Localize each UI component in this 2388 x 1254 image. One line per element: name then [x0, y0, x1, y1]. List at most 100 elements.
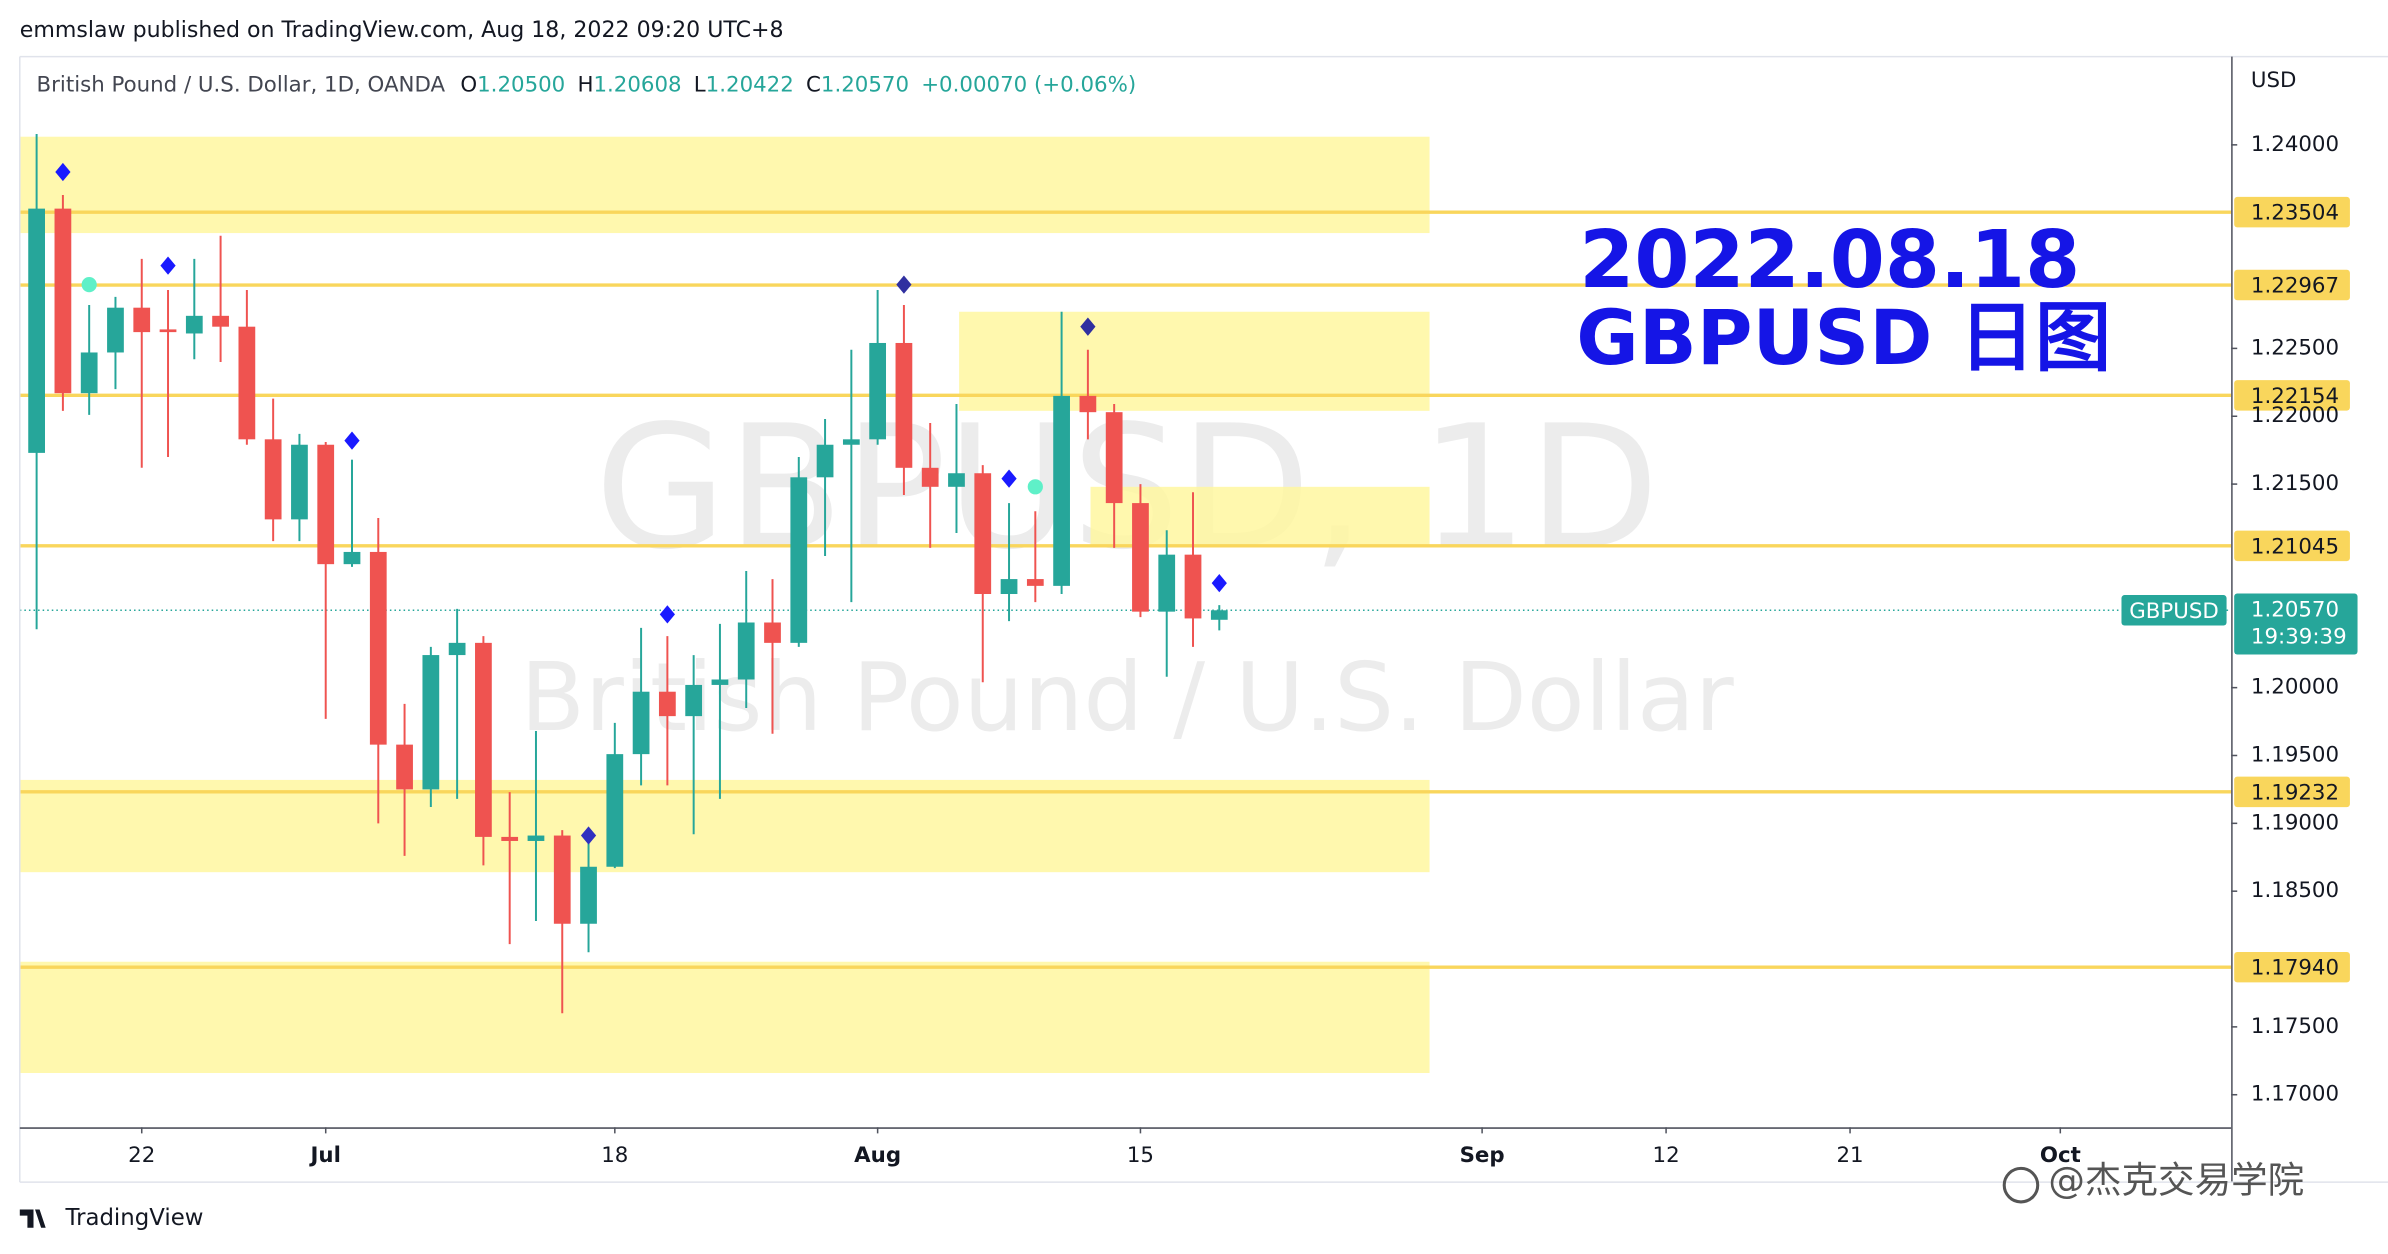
level-label: 1.19232: [2251, 780, 2339, 805]
publish-header: emmslaw published on TradingView.com, Au…: [20, 18, 784, 43]
candle-body: [659, 691, 676, 717]
plot-layer: [19, 133, 2232, 1074]
legend-value: 1.20500: [477, 73, 565, 98]
x-tick-label: Sep: [1460, 1143, 1505, 1168]
candle-body: [212, 315, 229, 327]
y-tick-label: 1.21500: [2251, 471, 2339, 496]
legend-value: 1.20422: [706, 73, 794, 98]
last-price-label: 1.20570: [2251, 597, 2339, 622]
x-tick-label: 12: [1653, 1143, 1680, 1168]
candle-body: [948, 473, 965, 487]
x-tick-label: 22: [128, 1143, 155, 1168]
candle-body: [501, 836, 519, 841]
brand-logo: [19, 1209, 46, 1228]
x-tick-label: 18: [601, 1143, 628, 1168]
x-tick-label: 21: [1836, 1143, 1863, 1168]
candle-body: [1158, 554, 1176, 612]
signal-diamond: [580, 826, 597, 845]
x-tick-label: Jul: [309, 1143, 341, 1168]
candle-body: [343, 551, 361, 565]
candle-body: [1132, 503, 1149, 612]
candle-body: [1210, 610, 1228, 620]
credit-logo: [2002, 1166, 2040, 1204]
candle-body: [842, 439, 860, 445]
signal-diamond: [55, 162, 71, 182]
legend-key: C: [806, 73, 821, 98]
candle-body: [185, 315, 203, 334]
symbol-tag-box: [2121, 595, 2227, 626]
symbol-tag: GBPUSD: [2129, 599, 2219, 624]
candle-body: [921, 467, 939, 487]
legend-title: British Pound / U.S. Dollar, 1D, OANDA: [37, 73, 446, 98]
level-label: 1.22154: [2251, 384, 2339, 409]
zone: [19, 136, 1430, 234]
candle-body: [1079, 395, 1097, 413]
signal-diamond: [344, 431, 360, 450]
candle-body: [448, 642, 466, 656]
candle-body: [1053, 395, 1070, 586]
candle-body: [711, 679, 729, 685]
candle-body: [737, 622, 755, 680]
candle-body: [1184, 554, 1202, 619]
legend-key: H: [577, 73, 593, 98]
y-tick-label: 1.22500: [2251, 335, 2339, 360]
y-tick-label: 1.20000: [2251, 675, 2339, 700]
legend-value: 1.20608: [593, 73, 681, 98]
candle-body: [527, 835, 545, 841]
candle-body: [895, 342, 913, 468]
watermark-description: British Pound / U.S. Dollar: [520, 643, 1734, 753]
candle-body: [317, 444, 335, 565]
y-tick-label: 1.19000: [2251, 810, 2339, 835]
candle-body: [790, 477, 808, 643]
candle-body: [974, 473, 992, 595]
annotation-title: GBPUSD 日图: [1576, 293, 2111, 382]
watermark-layer: GBPUSD, 1D British Pound / U.S. Dollar: [520, 390, 1734, 753]
signal-diamond: [1001, 469, 1017, 488]
level-label: 1.22967: [2251, 274, 2339, 299]
x-tick-label: 15: [1127, 1143, 1154, 1168]
legend-change: +0.00070 (+0.06%): [921, 73, 1136, 98]
signal-diamond: [896, 275, 912, 294]
level-label-box: [2234, 951, 2350, 983]
candle-body: [107, 307, 124, 353]
candle-body: [54, 208, 72, 394]
y-tick-label: 1.19500: [2251, 742, 2339, 767]
legend-value: 1.20570: [821, 73, 909, 98]
candle-body: [133, 307, 151, 333]
y-tick-label: 1.17500: [2251, 1014, 2339, 1039]
credit: @杰克交易学院: [2048, 1159, 2304, 1202]
candle-body: [1000, 579, 1018, 595]
brand: TradingView: [64, 1205, 203, 1231]
x-tick-label: Oct: [2040, 1143, 2081, 1168]
zone: [19, 961, 1430, 1074]
level-label-box: [2234, 776, 2350, 808]
candle-body: [1105, 412, 1123, 504]
y-tick-label: 1.18500: [2251, 878, 2339, 903]
level-label: 1.23504: [2251, 201, 2339, 226]
level-label-box: [2234, 380, 2350, 411]
candle-body: [369, 551, 387, 745]
countdown: 19:39:39: [2251, 625, 2347, 650]
level-label-box: [2234, 269, 2350, 301]
candle-body: [264, 439, 282, 520]
y-tick-label: 1.22000: [2251, 403, 2339, 428]
candle-body: [422, 655, 440, 790]
zone: [19, 779, 1430, 873]
level-label: 1.21045: [2251, 534, 2339, 559]
signal-diamond: [160, 256, 176, 275]
candle-body: [475, 642, 492, 837]
signal-diamond: [1211, 574, 1227, 593]
annotation-date: 2022.08.18: [1579, 213, 2080, 306]
candle-body: [816, 444, 834, 478]
level-label: 1.17940: [2251, 956, 2339, 981]
legend-key: O: [460, 73, 477, 98]
legend-key: L: [694, 73, 706, 98]
candle-body: [606, 754, 624, 867]
x-tick-label: Aug: [854, 1143, 901, 1168]
y-tick-label: 1.24000: [2251, 132, 2339, 157]
candle-body: [238, 326, 256, 440]
candle-body: [396, 744, 413, 790]
candle-body: [632, 691, 650, 755]
